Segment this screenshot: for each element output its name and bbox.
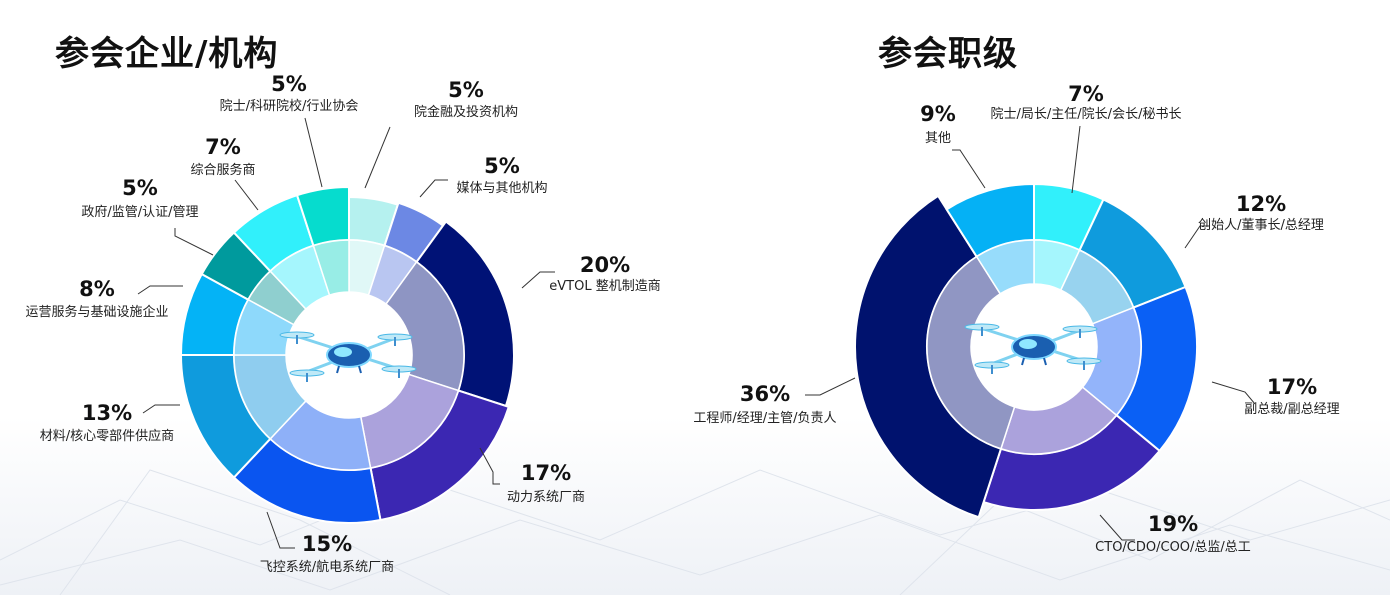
- leader-line: [137, 285, 183, 295]
- pie-slice-inner: [384, 260, 465, 392]
- slice-category-label: 院金融及投资机构: [414, 104, 518, 120]
- slice-category-label: eVTOL 整机制造商: [549, 279, 660, 294]
- slice-value-label: 9%: [920, 102, 956, 126]
- slice-value-label: 7%: [205, 135, 241, 159]
- slice-category-label: 其他: [925, 131, 951, 146]
- slice-category-label: 院士/局长/主任/院长/会长/秘书长: [991, 107, 1182, 122]
- slice-value-label: 5%: [122, 176, 158, 200]
- pie-slice-inner: [312, 239, 350, 297]
- slice-category-label: 创始人/董事长/总经理: [1198, 218, 1324, 233]
- leader-line: [805, 377, 856, 396]
- slice-value-label: 15%: [302, 532, 352, 556]
- slice-category-label: 院士/科研院校/行业协会: [220, 98, 359, 114]
- leader-line: [234, 179, 259, 211]
- slice-value-label: 36%: [740, 382, 790, 406]
- slice-category-label: 副总裁/副总经理: [1244, 401, 1339, 417]
- slice-category-label: 飞控系统/航电系统厂商: [260, 559, 394, 575]
- slice-value-label: 8%: [79, 277, 115, 301]
- slice-category-label: 综合服务商: [190, 162, 255, 178]
- slice-value-label: 5%: [271, 72, 307, 96]
- leader-line: [364, 126, 391, 189]
- slice-value-label: 5%: [448, 78, 484, 102]
- leader-line: [419, 179, 448, 198]
- leader-line: [266, 511, 295, 549]
- slice-value-label: 20%: [580, 253, 630, 277]
- leader-line: [304, 117, 323, 188]
- slice-category-label: 运营服务与基础设施企业: [25, 304, 168, 320]
- leader-line: [521, 271, 555, 289]
- leader-line: [142, 404, 180, 414]
- slice-value-label: 12%: [1236, 192, 1286, 216]
- slice-category-label: 工程师/经理/主管/负责人: [693, 411, 836, 426]
- slice-category-label: CTO/CDO/COO/总监/总工: [1095, 540, 1251, 555]
- leader-line: [952, 149, 986, 189]
- slice-value-label: 19%: [1148, 512, 1198, 536]
- leader-line: [1184, 225, 1210, 249]
- leader-line: [174, 228, 214, 256]
- slice-value-label: 17%: [1267, 375, 1317, 399]
- leader-line: [1071, 125, 1081, 194]
- drone-icon: [279, 293, 417, 417]
- leader-line: [479, 447, 500, 485]
- slice-category-label: 政府/监管/认证/管理: [81, 205, 198, 220]
- slice-category-label: 材料/核心零部件供应商: [40, 428, 174, 444]
- slice-value-label: 17%: [521, 461, 571, 485]
- chart-title-ranks: 参会职级: [878, 34, 1018, 74]
- leader-line: [1099, 514, 1135, 541]
- pie-slice-inner: [926, 255, 1016, 450]
- slice-category-label: 媒体与其他机构: [456, 181, 547, 196]
- drone-icon: [964, 285, 1102, 409]
- pie-slice-inner: [975, 239, 1035, 295]
- slice-category-label: 动力系统厂商: [507, 490, 585, 505]
- slice-value-label: 5%: [484, 154, 520, 178]
- slice-value-label: 13%: [82, 401, 132, 425]
- leader-line: [1211, 381, 1256, 405]
- chart-title-companies: 参会企业/机构: [55, 34, 279, 74]
- slice-value-label: 7%: [1068, 82, 1104, 106]
